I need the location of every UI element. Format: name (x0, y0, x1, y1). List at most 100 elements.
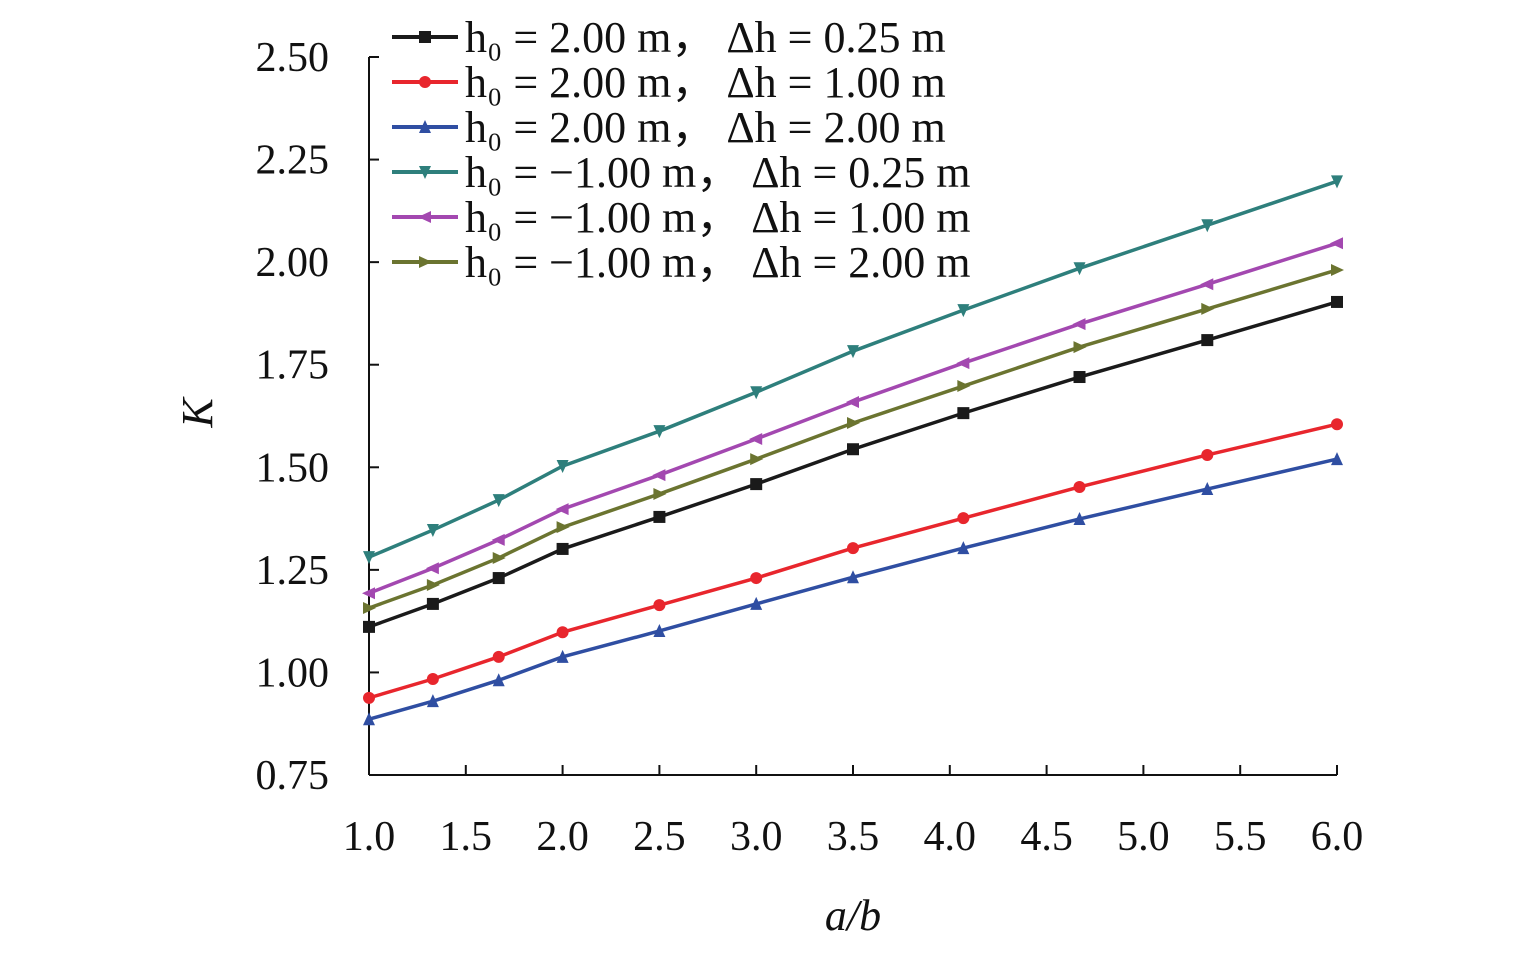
legend-label: h₀ = 2.00 m， Δh = 1.00 m (465, 58, 946, 107)
y-axis-title: K (173, 396, 222, 429)
marker-triangle-right (363, 602, 376, 615)
marker-square (556, 542, 569, 555)
x-tick-label: 4.5 (1020, 814, 1073, 860)
marker-triangle-left (956, 357, 970, 370)
legend-item: h₀ = 2.00 m， Δh = 2.00 m (392, 103, 946, 152)
marker-triangle-up (1331, 452, 1343, 466)
marker-triangle-down (419, 166, 431, 179)
marker-circle (957, 512, 970, 525)
marker-triangle-right (1201, 302, 1215, 315)
x-tick-label: 5.5 (1214, 814, 1267, 860)
marker-circle (1201, 448, 1214, 461)
marker-triangle-down (653, 425, 666, 439)
legend-item: h₀ = −1.00 m， Δh = 0.25 m (392, 148, 971, 197)
marker-triangle-left (362, 587, 375, 600)
marker-square (1201, 334, 1214, 347)
legend-item: h₀ = −1.00 m， Δh = 1.00 m (392, 193, 971, 242)
marker-square (1331, 295, 1343, 308)
marker-triangle-right (847, 416, 860, 429)
legend-item: h₀ = 2.00 m， Δh = 1.00 m (392, 58, 946, 107)
marker-circle (419, 76, 431, 88)
marker-circle (1073, 480, 1086, 493)
marker-triangle-up (556, 649, 569, 663)
marker-triangle-right (1331, 263, 1344, 276)
marker-circle (492, 650, 505, 663)
x-tick-label: 6.0 (1311, 814, 1364, 860)
x-tick-label: 1.0 (343, 814, 396, 860)
marker-circle (363, 691, 375, 704)
marker-triangle-right (653, 487, 667, 500)
x-tick-label: 3.5 (827, 814, 880, 860)
marker-circle (653, 599, 666, 612)
marker-square (419, 31, 431, 43)
y-tick-label: 1.50 (256, 445, 330, 491)
legend-label: h₀ = −1.00 m， Δh = 2.00 m (465, 238, 971, 287)
marker-triangle-up (363, 712, 375, 726)
marker-square (957, 407, 970, 420)
x-axis-title: a/b (825, 891, 881, 940)
marker-triangle-left (1330, 237, 1343, 250)
x-tick-label: 1.5 (440, 814, 493, 860)
marker-triangle-up (426, 694, 439, 708)
series-line (368, 268, 1338, 610)
legend-label: h₀ = −1.00 m， Δh = 0.25 m (465, 148, 971, 197)
marker-triangle-down (363, 551, 375, 565)
marker-triangle-left (1200, 278, 1214, 291)
marker-triangle-up (847, 570, 859, 584)
marker-square (492, 572, 505, 585)
marker-circle (426, 672, 439, 685)
series-line (368, 457, 1338, 721)
marker-triangle-left (652, 469, 666, 482)
x-tick-label: 2.0 (536, 814, 589, 860)
marker-triangle-right (419, 256, 432, 268)
y-tick-label: 2.25 (256, 138, 330, 184)
marker-triangle-down (1331, 175, 1343, 189)
marker-circle (847, 542, 859, 555)
marker-square (1073, 371, 1086, 384)
marker-triangle-up (750, 596, 763, 610)
legend-item: h₀ = 2.00 m， Δh = 0.25 m (392, 13, 946, 62)
y-tick-label: 1.75 (256, 343, 330, 389)
marker-triangle-right (556, 521, 570, 534)
x-tick-label: 3.0 (730, 814, 783, 860)
marker-triangle-down (1073, 262, 1086, 276)
series-6 (363, 263, 1344, 615)
legend-item: h₀ = −1.00 m， Δh = 2.00 m (392, 238, 971, 287)
marker-square (847, 443, 859, 456)
series-line (368, 241, 1338, 595)
y-tick-label: 2.00 (256, 240, 330, 286)
legend-label: h₀ = 2.00 m， Δh = 2.00 m (465, 103, 946, 152)
marker-circle (556, 626, 569, 639)
marker-triangle-right (426, 579, 440, 592)
marker-square (363, 620, 375, 633)
x-tick-label: 4.0 (924, 814, 977, 860)
series-5 (362, 237, 1343, 600)
marker-triangle-right (492, 551, 506, 564)
marker-triangle-down (750, 386, 763, 400)
marker-triangle-down (426, 524, 439, 538)
marker-triangle-down (556, 460, 569, 474)
series-3 (363, 452, 1343, 726)
y-tick-label: 1.25 (256, 548, 330, 594)
legend-label: h₀ = −1.00 m， Δh = 1.00 m (465, 193, 971, 242)
y-tick-label: 1.00 (256, 650, 330, 696)
series-2 (363, 418, 1343, 704)
x-tick-label: 5.0 (1117, 814, 1170, 860)
marker-triangle-up (653, 623, 666, 637)
marker-circle (750, 572, 763, 585)
marker-triangle-right (1073, 341, 1087, 354)
marker-triangle-right (957, 380, 971, 393)
marker-triangle-down (847, 345, 859, 359)
marker-triangle-left (1072, 318, 1086, 331)
marker-triangle-down (957, 304, 970, 318)
marker-triangle-up (1073, 511, 1086, 525)
marker-triangle-down (1201, 219, 1214, 233)
marker-triangle-up (419, 120, 431, 133)
marker-triangle-up (492, 673, 505, 687)
series-1 (363, 295, 1343, 633)
marker-square (426, 597, 439, 610)
y-tick-label: 0.75 (256, 753, 330, 799)
marker-triangle-left (555, 503, 569, 516)
marker-triangle-left (418, 211, 431, 223)
